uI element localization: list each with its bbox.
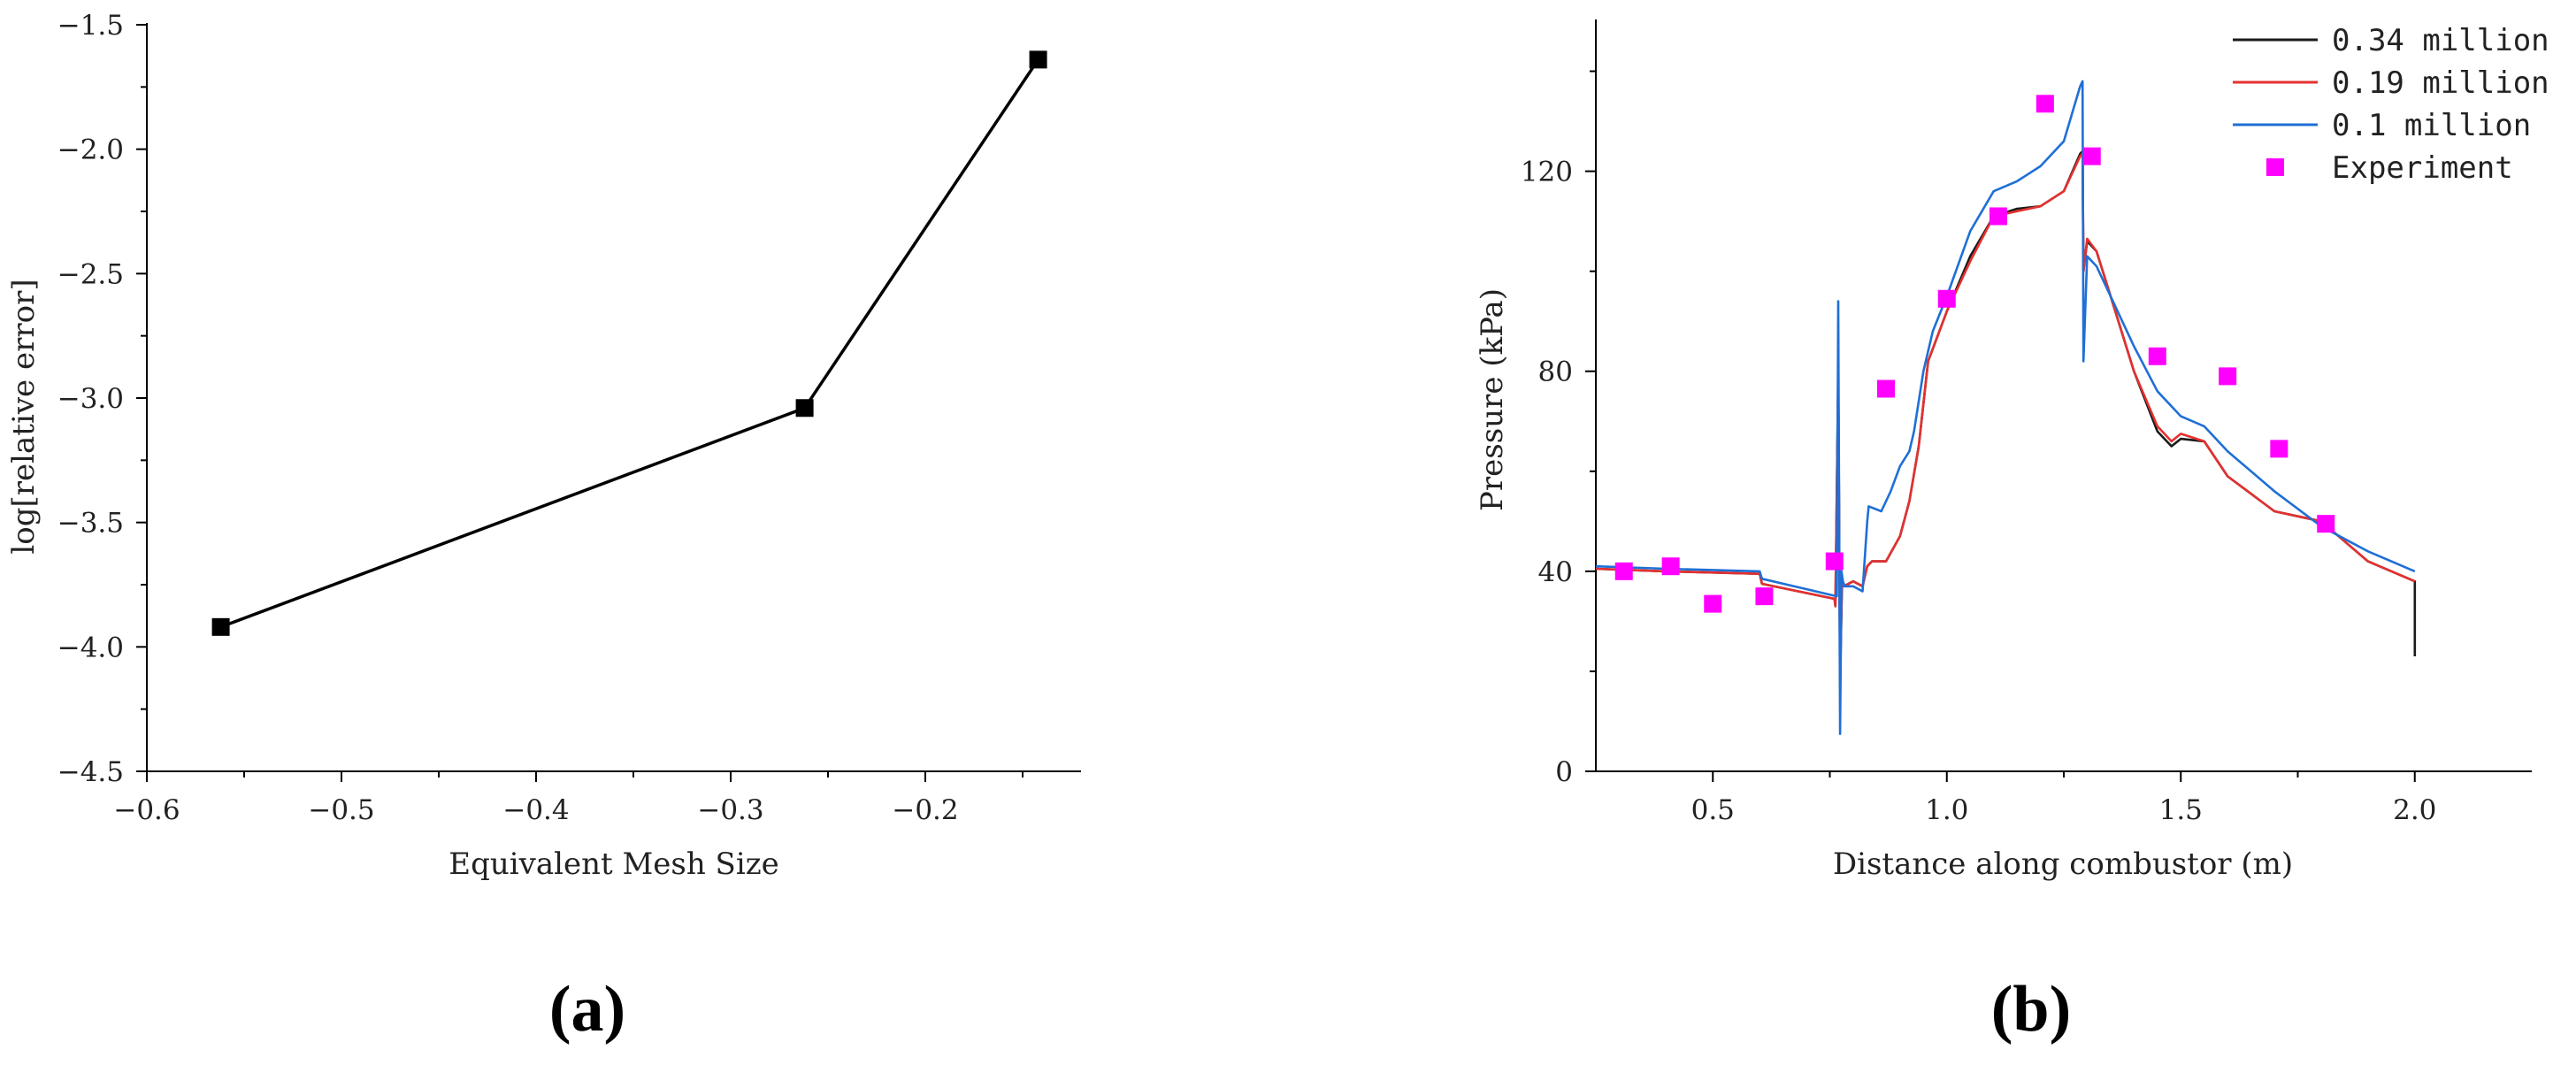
- legend-swatch-experiment: [2266, 158, 2284, 176]
- panel-b-y-tick-label: 80: [1538, 356, 1573, 388]
- panel-a-x-tick-label: −0.5: [308, 794, 374, 826]
- panel-b-series-experiment-point: [1937, 289, 1956, 308]
- panel-b-series-experiment-point: [1614, 562, 1633, 580]
- legend-label-experiment: Experiment: [2332, 150, 2513, 186]
- panel-b-series-experiment-point: [1876, 379, 1895, 398]
- panel-b-x-tick-label: 0.5: [1691, 794, 1735, 826]
- panel-b-pressure-chart: 0.5 1.0 1.5 2.0 0 40 80 120 Distance along comb…: [1475, 19, 2549, 1046]
- panel-a-x-tick-label: −0.3: [697, 794, 763, 826]
- panel-a-y-tick-label: −2.0: [58, 134, 124, 166]
- panel-a-y-tick-label: −2.5: [58, 258, 124, 290]
- panel-b-y-tick-label: 0: [1555, 756, 1573, 788]
- panel-b-series-0-19-million-line: [1595, 152, 2416, 673]
- panel-a-series-0-point: [211, 617, 230, 636]
- panel-b-legend: 0.34 million 0.19 million 0.1 million Exper…: [2233, 23, 2549, 186]
- panel-a-x-tick-label: −0.2: [892, 794, 958, 826]
- panel-b-series-experiment-point: [1755, 587, 1774, 606]
- legend-label-0-19-million: 0.19 million: [2332, 65, 2549, 101]
- panel-a-y-tick-label: −3.0: [58, 383, 124, 415]
- panel-a-series-0-point: [795, 399, 814, 418]
- panel-a-y-tick-label: −4.5: [58, 756, 124, 788]
- panel-a-y-tick-label: −4.0: [58, 632, 124, 663]
- panel-a-error-chart: −0.6 −0.5 −0.4 −0.3 −0.2 −4.5 −4.0 −3.5 −3.0 −2.5…: [6, 10, 1081, 1046]
- panel-a-x-tick-label: −0.4: [502, 794, 569, 826]
- panel-b-series-experiment-point: [1661, 557, 1680, 576]
- panel-b-label: (b): [1991, 973, 2071, 1046]
- legend-label-0-1-million: 0.1 million: [2332, 108, 2531, 143]
- panel-b-series-experiment-point: [2148, 347, 2166, 365]
- panel-b-series-experiment-point: [2317, 515, 2335, 533]
- panel-a-y-axis-title: log[relative error]: [6, 279, 42, 554]
- panel-b-x-tick-label: 2.0: [2393, 794, 2436, 826]
- panel-b-series-experiment-point: [2270, 440, 2288, 458]
- panel-b-x-tick-label: 1.0: [1925, 794, 1968, 826]
- panel-b-series-0-1-million-line: [1595, 80, 2416, 735]
- panel-b-series-experiment-point: [2036, 95, 2054, 113]
- legend-label-0-34-million: 0.34 million: [2332, 23, 2549, 58]
- panel-a-label: (a): [549, 973, 625, 1046]
- panel-b-y-tick-label: 120: [1521, 157, 1573, 188]
- panel-b-x-tick-label: 1.5: [2159, 794, 2203, 826]
- panel-b-series-experiment-point: [1825, 552, 1844, 571]
- panel-a-series-0-point: [1029, 50, 1047, 69]
- panel-a-series-0-line: [219, 58, 1040, 629]
- panel-b-x-axis-title: Distance along combustor (m): [1833, 847, 2293, 882]
- panel-b-series-experiment-point: [2082, 147, 2101, 165]
- panel-a-y-tick-label: −1.5: [58, 10, 124, 42]
- panel-a-x-tick-label: −0.6: [113, 794, 180, 826]
- panel-a-y-tick-label: −3.5: [58, 508, 124, 540]
- panel-b-series-experiment-point: [2219, 367, 2237, 386]
- panel-b-series-experiment-point: [1989, 207, 2007, 226]
- panel-b-y-axis-title: Pressure (kPa): [1475, 288, 1510, 511]
- panel-a-x-axis-title: Equivalent Mesh Size: [448, 847, 779, 882]
- panel-b-series-experiment-point: [1704, 594, 1722, 613]
- panel-b-y-tick-label: 40: [1538, 556, 1573, 588]
